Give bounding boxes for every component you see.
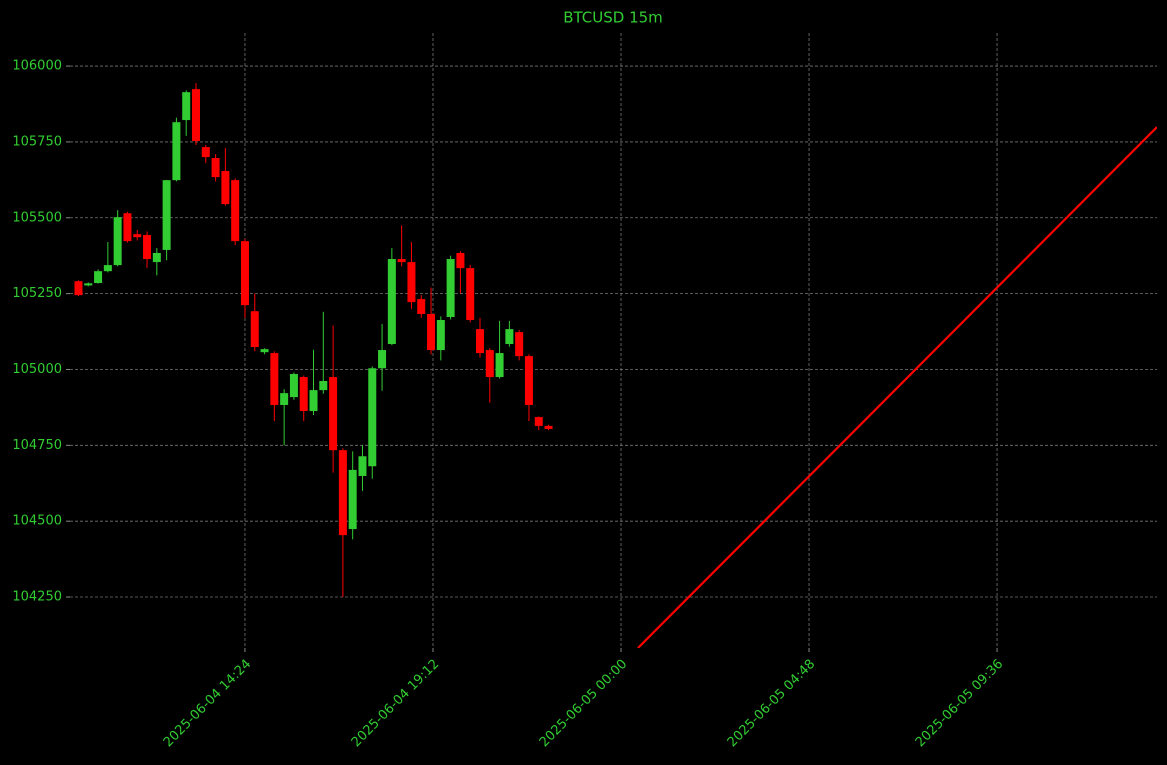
x-tick-label: 2025-06-05 09:36 <box>913 657 1006 750</box>
candle-body <box>162 180 171 250</box>
y-tick-label: 105500 <box>12 210 62 225</box>
candle-body <box>280 393 289 405</box>
candle-body <box>84 283 93 286</box>
candle-body <box>152 252 161 263</box>
y-tick-label: 105750 <box>12 134 62 149</box>
candle-body <box>544 425 553 429</box>
candle-body <box>143 235 152 260</box>
y-tick-label: 104500 <box>12 514 62 529</box>
candle-body <box>358 456 367 476</box>
candle-body <box>329 377 338 451</box>
candle-body <box>407 262 416 303</box>
candle-body <box>133 234 142 238</box>
candle-body <box>485 350 494 378</box>
candle-body <box>201 147 210 158</box>
candle-body <box>299 377 308 412</box>
x-tick-label: 2025-06-05 04:48 <box>725 657 818 750</box>
candle-body <box>270 353 279 405</box>
y-tick-label: 104750 <box>12 438 62 453</box>
grid <box>70 33 1157 648</box>
candle-body <box>103 265 112 272</box>
axes: 104250 104500 104750 105000 105250 105500 1057… <box>12 59 1006 751</box>
candle-body <box>172 122 181 181</box>
candle-body <box>436 320 445 351</box>
candle-body <box>378 350 387 369</box>
y-tick-label: 105250 <box>12 286 62 301</box>
candle-body <box>427 313 436 351</box>
candle-body <box>446 259 455 317</box>
candle-body <box>319 381 328 391</box>
candle-body <box>397 259 406 263</box>
candle-body <box>534 417 543 426</box>
candle-body <box>495 353 504 378</box>
candle-body <box>221 171 230 205</box>
x-tick-label: 2025-06-04 14:24 <box>161 657 254 750</box>
candle-body <box>211 158 220 178</box>
candle-body <box>94 271 103 284</box>
line <box>637 126 1157 648</box>
candle-body <box>515 332 524 357</box>
candle-body <box>113 217 122 266</box>
candle-body <box>475 329 484 354</box>
candle-body <box>338 450 347 536</box>
candle-body <box>524 356 533 405</box>
candle-body <box>231 180 240 242</box>
candle-body <box>123 213 132 242</box>
candle-body <box>348 469 357 530</box>
chart-title: BTCUSD 15m <box>563 9 663 27</box>
candle-body <box>309 390 318 412</box>
y-tick-label: 105000 <box>12 362 62 377</box>
candle-body <box>74 281 83 296</box>
candle-body <box>240 241 249 306</box>
candle-body <box>182 92 191 121</box>
candle-body <box>250 311 259 348</box>
candle-body <box>505 329 514 344</box>
candle-body <box>466 268 475 321</box>
candle-body <box>192 89 201 142</box>
candle-body <box>368 368 377 467</box>
candle-body <box>289 374 298 398</box>
candle-body <box>456 252 465 269</box>
candle-body <box>387 259 396 344</box>
plot-area <box>74 83 1157 648</box>
y-tick-label: 104250 <box>12 590 62 605</box>
x-tick-label: 2025-06-04 19:12 <box>349 657 442 750</box>
candle-body <box>417 299 426 314</box>
candle-body <box>260 349 269 353</box>
x-tick-label: 2025-06-05 00:00 <box>537 657 630 750</box>
y-tick-label: 106000 <box>12 59 62 74</box>
